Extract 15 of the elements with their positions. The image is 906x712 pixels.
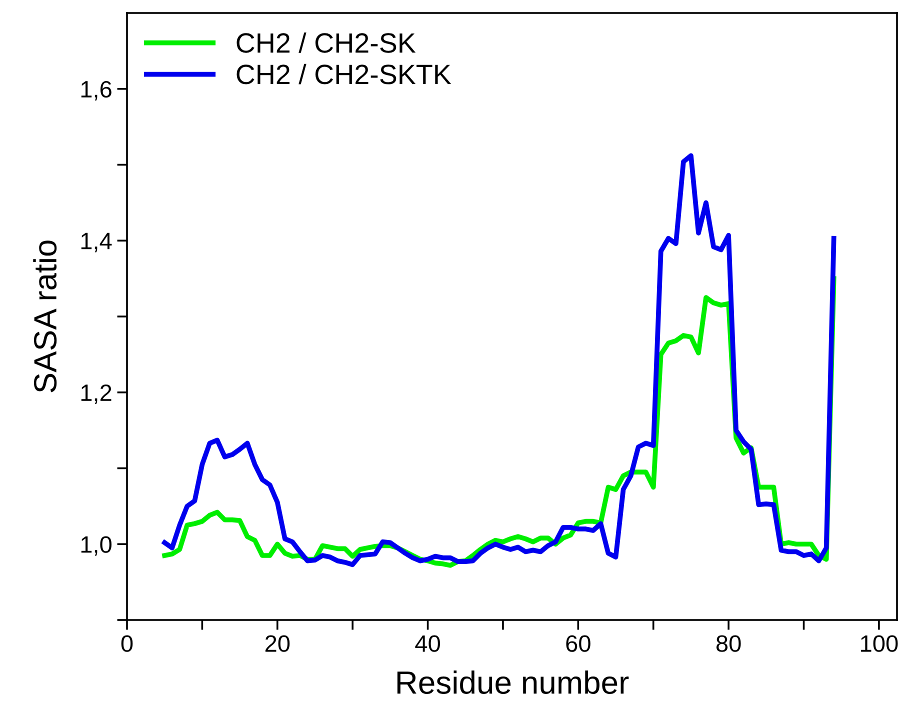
line-series [162, 153, 836, 568]
y-tick-label: 1,4 [81, 232, 112, 252]
x-tick-label: 40 [415, 635, 440, 652]
legend-label: CH2 / CH2-SK [236, 32, 416, 53]
y-tick-label: 1,2 [81, 384, 112, 404]
x-tick-label: 80 [716, 635, 741, 652]
y-tick-label: 1,6 [81, 80, 112, 100]
legend-label: CH2 / CH2-SKTK [236, 64, 452, 84]
y-tick-label: 1,0 [81, 536, 112, 556]
y-axis-title: SASA ratio [33, 240, 57, 392]
x-axis-title: Residue number [397, 670, 629, 694]
x-tick-label: 60 [566, 635, 590, 652]
x-tick-label: 100 [861, 635, 898, 652]
x-tick-label: 0 [121, 635, 133, 652]
x-tick-label: 20 [265, 635, 290, 652]
